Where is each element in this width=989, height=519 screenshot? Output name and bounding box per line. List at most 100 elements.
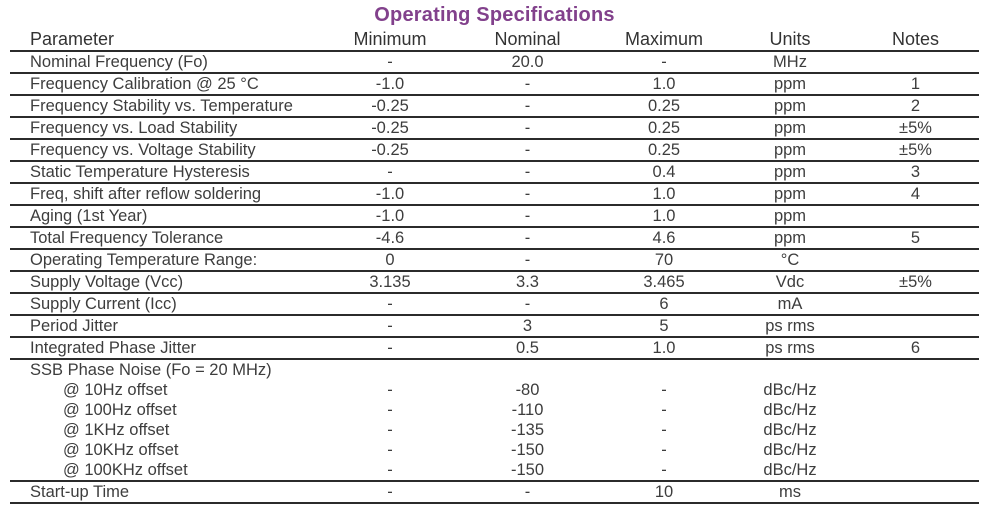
cell-maximum: 6 — [600, 293, 728, 316]
table-row: SSB Phase Noise (Fo = 20 MHz) — [10, 359, 979, 380]
cell-units: dBc/Hz — [728, 460, 852, 482]
cell-parameter: Supply Voltage (Vcc) — [10, 271, 325, 294]
cell-maximum: - — [661, 400, 667, 419]
cell-parameter: Static Temperature Hysteresis — [10, 161, 325, 184]
cell-maximum: 3.465 — [600, 271, 728, 294]
cell-nominal: - — [455, 161, 600, 184]
cell-minimum: -1.0 — [325, 73, 455, 96]
cell-maximum: 0.25 — [600, 117, 728, 140]
cell-minimum: -1.0 — [325, 183, 455, 206]
cell-minimum: - — [387, 420, 393, 439]
cell-notes: 1 — [852, 73, 979, 96]
cell-minimum: - — [325, 460, 455, 482]
cell-units: dBc/Hz — [763, 440, 817, 459]
cell-maximum: 4.6 — [600, 227, 728, 250]
cell-maximum: 0.25 — [600, 139, 728, 162]
cell-minimum: -0.25 — [325, 117, 455, 140]
cell-nominal: - — [455, 95, 600, 118]
cell-nominal: - — [455, 227, 600, 250]
table-row: Nominal Frequency (Fo) -20.0- MHz — [10, 51, 979, 74]
cell-nominal: - — [455, 117, 600, 140]
cell-maximum: 1.0 — [600, 205, 728, 228]
cell-parameter: @ 100KHz offset — [10, 460, 325, 482]
operating-specifications-table: Parameter Minimum Nominal Maximum Units … — [10, 28, 979, 504]
table-row: Aging (1st Year) -1.0-1.0 ppm — [10, 205, 979, 228]
cell-units: ppm — [728, 161, 852, 184]
cell-nominal: 3.3 — [455, 271, 600, 294]
cell-nominal: - — [455, 205, 600, 228]
cell-maximum: 1.0 — [600, 337, 728, 360]
cell-notes — [852, 460, 979, 482]
cell-maximum: - — [661, 440, 667, 459]
cell-notes — [852, 205, 979, 228]
column-header-nominal: Nominal — [455, 28, 600, 52]
cell-units: ppm — [728, 117, 852, 140]
cell-units: ppm — [728, 139, 852, 162]
cell-units: ppm — [728, 183, 852, 206]
table-row: Integrated Phase Jitter -0.5 1.0 ps rms 6 — [10, 337, 979, 360]
table-row: Frequency Calibration @ 25 °C -1.0-1.0 ppm… — [10, 73, 979, 96]
cell-units: °C — [728, 249, 852, 272]
table-row: @ 100KHz offset - -150- dBc/Hz — [10, 460, 979, 482]
cell-minimum: -0.25 — [325, 95, 455, 118]
cell-nominal — [455, 359, 600, 380]
cell-parameter: @ 10Hz offset — [63, 380, 168, 399]
cell-parameter: Frequency Stability vs. Temperature — [10, 95, 325, 118]
cell-parameter: Period Jitter — [10, 315, 325, 338]
table-row: Freq, shift after reflow soldering -1.0-1… — [10, 183, 979, 206]
cell-nominal: -150 — [510, 440, 545, 459]
cell-parameter: Total Frequency Tolerance — [10, 227, 325, 250]
cell-maximum: 0.4 — [600, 161, 728, 184]
cell-parameter: Frequency Calibration @ 25 °C — [10, 73, 325, 96]
cell-nominal: - — [455, 183, 600, 206]
table-row: Total Frequency Tolerance -4.6-4.6 ppm 5 — [10, 227, 979, 250]
cell-nominal: -110 — [511, 400, 544, 419]
cell-notes — [852, 440, 979, 460]
column-header-minimum: Minimum — [325, 28, 455, 52]
cell-parameter: Freq, shift after reflow soldering — [10, 183, 325, 206]
cell-maximum: - — [600, 51, 728, 74]
cell-nominal: - — [455, 481, 600, 504]
cell-units: mA — [728, 293, 852, 316]
cell-nominal: - — [455, 249, 600, 272]
cell-units: MHz — [728, 51, 852, 74]
cell-minimum: - — [387, 440, 393, 459]
cell-notes: 2 — [852, 95, 979, 118]
cell-nominal: -135 — [510, 420, 545, 439]
cell-maximum: 10 — [600, 481, 728, 504]
cell-notes — [852, 420, 979, 440]
cell-notes: ±5% — [852, 271, 979, 294]
cell-units: ps rms — [728, 337, 852, 360]
cell-parameter: @ 1KHz offset — [63, 420, 170, 439]
cell-notes — [852, 380, 979, 400]
cell-notes: ±5% — [852, 139, 979, 162]
cell-minimum: 3.135 — [325, 271, 455, 294]
table-row: Frequency Stability vs. Temperature -0.25… — [10, 95, 979, 118]
table-header: Parameter Minimum Nominal Maximum Units … — [10, 28, 979, 52]
cell-nominal: - — [455, 139, 600, 162]
table-row: Operating Temperature Range: 0-70 °C — [10, 249, 979, 272]
cell-units — [728, 359, 852, 380]
cell-nominal: - — [455, 293, 600, 316]
cell-parameter: @ 10KHz offset — [63, 440, 179, 459]
cell-maximum: 70 — [600, 249, 728, 272]
cell-minimum: -1.0 — [325, 205, 455, 228]
cell-parameter: Start-up Time — [10, 481, 325, 504]
cell-notes: ±5% — [852, 117, 979, 140]
cell-parameter: Aging (1st Year) — [10, 205, 325, 228]
cell-notes: 3 — [852, 161, 979, 184]
table-row: Supply Current (Icc) - -6 mA — [10, 293, 979, 316]
cell-units: ppm — [728, 205, 852, 228]
cell-minimum: - — [325, 481, 455, 504]
cell-parameter: Frequency vs. Voltage Stability — [10, 139, 325, 162]
cell-maximum: 5 — [600, 315, 728, 338]
cell-minimum: - — [325, 293, 455, 316]
cell-units: dBc/Hz — [763, 380, 817, 399]
cell-units: dBc/Hz — [763, 420, 817, 439]
cell-units: Vdc — [728, 271, 852, 294]
cell-nominal: -150 — [455, 460, 600, 482]
cell-parameter: Integrated Phase Jitter — [10, 337, 325, 360]
cell-minimum: -0.25 — [325, 139, 455, 162]
cell-minimum: - — [325, 51, 455, 74]
cell-minimum: - — [387, 400, 393, 419]
